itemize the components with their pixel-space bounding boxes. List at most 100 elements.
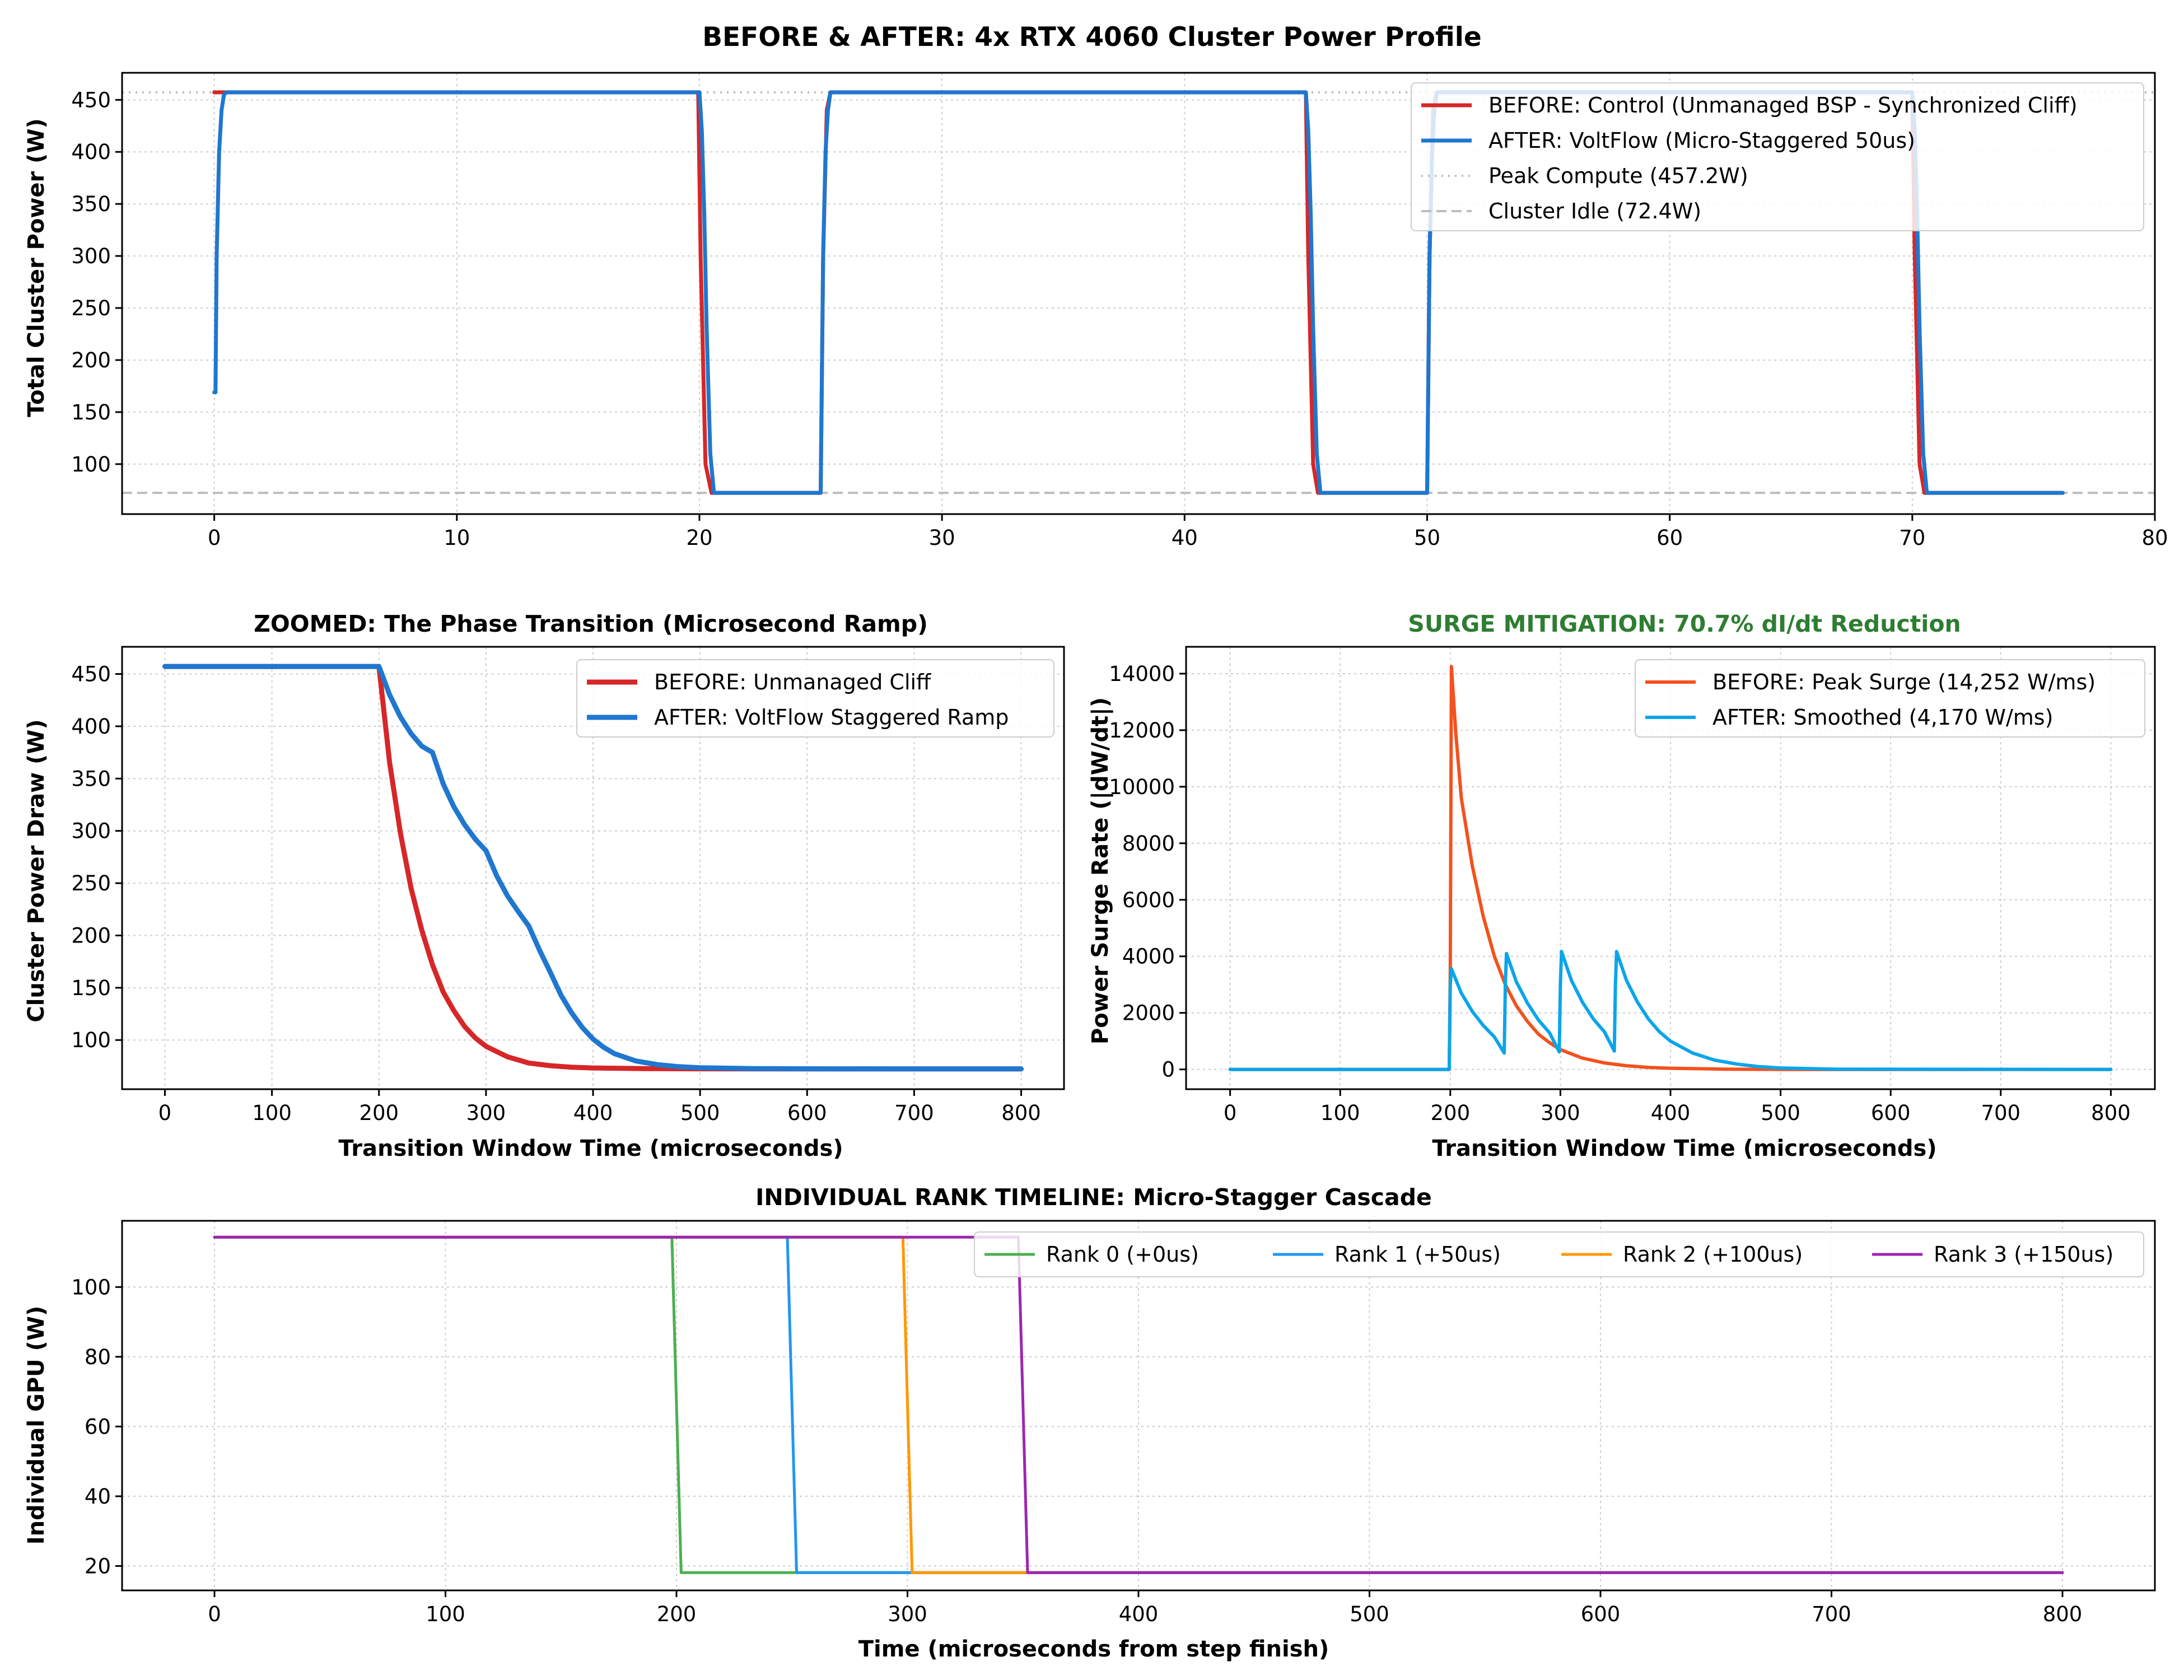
ranks-x-tick-label: 100 [426,1602,465,1626]
zoom-y-tick-label: 300 [71,819,111,843]
surge-x-tick-label: 700 [1981,1101,2020,1125]
zoom-y-tick-label: 250 [71,871,111,895]
surge-mitigation-panel: SURGE MITIGATION: 70.7% dI/dt Reduction … [1088,610,2156,1161]
surge-legend-box [1635,659,2145,738]
ranks-x-tick-label: 300 [888,1602,927,1626]
surge-y-axis-label: Power Surge Rate (|dW/dt|) [1088,697,1114,1044]
ranks-legend-label: Rank 2 (+100us) [1623,1242,1803,1267]
surge-x-tick-label: 400 [1651,1101,1691,1125]
ranks-y-tick-label: 80 [85,1345,111,1369]
cluster-power-panel: 0 10 20 30 40 50 60 70 80 100 150 200 250 300 350 400 45… [24,72,2168,550]
zoom-x-tick-label: 500 [680,1101,720,1125]
zoom-y-tick-label: 400 [71,715,111,739]
cluster-x-tick-label: 0 [208,526,221,550]
ranks-x-tick-label: 700 [1812,1602,1851,1626]
zoom-title: ZOOMED: The Phase Transition (Microsecon… [254,610,928,637]
surge-y-tick-label: 12000 [1109,718,1175,743]
zoom-ticks: 0 100 200 300 400 500 600 700 800 100 150 200 250 300… [71,662,1040,1125]
zoom-x-tick-label: 600 [787,1101,827,1125]
zoom-series-line-1 [162,664,1024,1072]
ranks-x-tick-label: 600 [1581,1602,1621,1626]
surge-y-tick-label: 0 [1161,1058,1175,1082]
zoomed-transition-panel: ZOOMED: The Phase Transition (Microsecon… [24,610,1065,1161]
zoom-y-tick-label: 350 [71,767,111,791]
cluster-x-tick-label: 60 [1656,526,1683,550]
ranks-x-axis-label: Time (microseconds from step finish) [858,1636,1329,1662]
surge-y-tick-label: 10000 [1109,775,1175,799]
cluster-ticks: 0 10 20 30 40 50 60 70 80 100 150 200 250 300 350 400 45… [71,88,2168,550]
surge-y-tick-label: 4000 [1122,945,1175,969]
surge-x-tick-label: 800 [2091,1101,2131,1125]
surge-title: SURGE MITIGATION: 70.7% dI/dt Reduction [1408,610,1961,637]
ranks-legend: Rank 0 (+0us) Rank 1 (+50us) Rank 2 (+100u… [974,1231,2144,1277]
surge-x-tick-label: 600 [1871,1101,1911,1125]
surge-y-tick-label: 6000 [1122,888,1175,912]
surge-series-line-1 [1228,950,2113,1071]
ranks-y-tick-label: 40 [85,1485,111,1509]
surge-x-tick-label: 300 [1541,1101,1580,1125]
cluster-axes-frame [121,72,2156,515]
figure-title: BEFORE & AFTER: 4x RTX 4060 Cluster Powe… [702,22,1482,53]
zoom-legend-box [576,659,1054,738]
surge-y-tick-label: 2000 [1122,1001,1175,1025]
cluster-legend-label: Cluster Idle (72.4W) [1488,199,1701,223]
cluster-x-tick-label: 40 [1172,526,1198,550]
cluster-y-tick-label: 450 [71,88,111,112]
ranks-gridlines [122,1221,2155,1590]
cluster-x-tick-label: 30 [929,526,955,550]
ranks-title: INDIVIDUAL RANK TIMELINE: Micro-Stagger … [755,1184,1432,1211]
ranks-y-tick-label: 60 [85,1415,111,1439]
ranks-x-tick-label: 400 [1119,1602,1159,1626]
zoom-legend-label: AFTER: VoltFlow Staggered Ramp [654,705,1009,730]
ranks-y-tick-label: 100 [71,1275,111,1299]
ranks-legend-box [974,1231,2144,1277]
cluster-x-tick-label: 20 [686,526,712,550]
surge-x-tick-label: 200 [1431,1101,1471,1125]
cluster-y-tick-label: 150 [71,400,111,424]
zoom-x-tick-label: 400 [573,1101,613,1125]
surge-series-line-0 [1228,665,2113,1071]
zoom-x-tick-label: 300 [466,1101,506,1125]
ranks-ticks: 0 100 200 300 400 500 600 700 800 20 40 60 80 100 [71,1275,2082,1626]
ranks-x-tick-label: 800 [2043,1602,2083,1626]
zoom-y-tick-label: 450 [71,662,111,687]
zoom-y-axis-label: Cluster Power Draw (W) [24,719,49,1022]
ranks-x-tick-label: 500 [1350,1602,1389,1626]
cluster-y-tick-label: 250 [71,296,111,320]
cluster-y-tick-label: 200 [71,348,111,372]
zoom-y-tick-label: 150 [71,976,111,1000]
ranks-series-line-3 [213,1235,2064,1574]
surge-legend-label: BEFORE: Peak Surge (14,252 W/ms) [1712,670,2096,694]
zoom-series-line-0 [162,664,1024,1072]
cluster-y-tick-label: 100 [71,452,111,477]
zoom-y-tick-label: 100 [71,1028,111,1052]
surge-legend-label: AFTER: Smoothed (4,170 W/ms) [1712,705,2053,730]
cluster-x-tick-label: 80 [2141,526,2168,550]
ranks-y-tick-label: 20 [85,1554,111,1578]
cluster-legend-label: Peak Compute (457.2W) [1488,164,1748,188]
zoom-x-tick-label: 0 [158,1101,172,1125]
cluster-legend: BEFORE: Control (Unmanaged BSP - Synchro… [1411,82,2144,231]
cluster-y-tick-label: 350 [71,192,111,216]
zoom-legend: BEFORE: Unmanaged Cliff AFTER: VoltFlow S… [576,659,1054,738]
ranks-legend-label: Rank 3 (+150us) [1934,1242,2113,1267]
surge-x-tick-label: 0 [1224,1101,1237,1125]
ranks-series-lines [213,1235,2064,1574]
ranks-legend-label: Rank 0 (+0us) [1046,1242,1199,1267]
zoom-y-tick-label: 200 [71,923,111,948]
cluster-legend-label: BEFORE: Control (Unmanaged BSP - Synchro… [1488,93,2078,118]
zoom-x-tick-label: 200 [359,1101,399,1125]
ranks-legend-label: Rank 1 (+50us) [1334,1242,1501,1267]
ranks-y-axis-label: Individual GPU (W) [24,1306,49,1544]
cluster-y-tick-label: 300 [71,244,111,268]
cluster-x-tick-label: 70 [1899,526,1925,550]
cluster-x-tick-label: 50 [1414,526,1440,550]
surge-y-tick-label: 8000 [1122,832,1175,856]
zoom-x-tick-label: 800 [1001,1101,1041,1125]
surge-y-tick-label: 14000 [1109,662,1175,686]
cluster-legend-label: AFTER: VoltFlow (Micro-Staggered 50us) [1488,128,1915,153]
surge-ticks: 0 100 200 300 400 500 600 700 800020004000600080… [1109,662,2130,1125]
cluster-legend-box [1411,82,2144,231]
cluster-y-axis-label: Total Cluster Power (W) [24,118,49,417]
